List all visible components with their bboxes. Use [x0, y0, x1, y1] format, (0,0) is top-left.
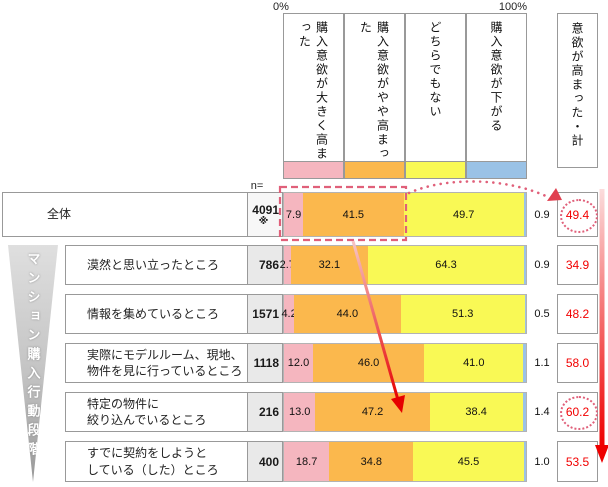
- blue-segment-value: 1.1: [534, 357, 550, 369]
- bar-segment-blue: [522, 393, 526, 431]
- bar-segment-pink: 12.0: [284, 344, 313, 382]
- purchase-stage-label: マンション購入行動段階: [25, 252, 41, 461]
- bar-segment-blue: [523, 246, 526, 284]
- total-value-box: 60.2: [557, 392, 598, 432]
- bar-segment-orange: 32.1: [290, 246, 369, 284]
- highlight-ellipse: [559, 396, 598, 430]
- bar-segment-blue: [523, 442, 526, 481]
- legend-column-neither: どちらでもない: [405, 13, 466, 162]
- stacked-bar: 2.7 32.1 64.3: [280, 245, 527, 285]
- n-note-asterisk: ※: [258, 215, 269, 227]
- bar-segment-orange: 47.2: [315, 393, 430, 431]
- legend-column-somewhat-increased: 購入意欲がやや高まった: [344, 13, 405, 162]
- blue-segment-value: 0.9: [534, 259, 550, 271]
- bar-segment-yellow: 41.0: [424, 344, 524, 382]
- legend-label: どちらでもない: [428, 21, 442, 119]
- legend-swatch-blue: [466, 161, 527, 179]
- legend-swatch-orange: [344, 161, 405, 179]
- legend-label: 購入意欲が大きく高まった: [297, 21, 329, 161]
- row-label: 実際にモデルルーム、現地、 物件を見に行っているところ: [65, 343, 248, 383]
- bar-segment-yellow: 64.3: [368, 246, 524, 284]
- bar-segment-yellow: 51.3: [400, 295, 525, 333]
- legend-column-greatly-increased: 購入意欲が大きく高まった: [283, 13, 344, 162]
- bar-segment-orange: 46.0: [313, 344, 425, 382]
- bar-segment-pink: 7.9: [284, 193, 304, 236]
- table-row-narrowing-down: 特定の物件に 絞り込んでいるところ 216 13.0 47.2 38.4 1.4…: [0, 392, 608, 432]
- stacked-bar: 4.2 44.0 51.3: [281, 294, 527, 334]
- row-n-value: 1118: [247, 343, 283, 383]
- bar-segment-yellow: 38.4: [429, 393, 523, 431]
- total-value-box: 48.2: [557, 294, 598, 334]
- total-value-box: 49.4: [557, 192, 598, 237]
- legend-label: 購入意欲がやや高まった: [358, 21, 390, 161]
- legend-column-decreased: 購入意欲が下がる: [466, 13, 527, 162]
- total-value-box: 58.0: [557, 343, 598, 383]
- row-label: 特定の物件に 絞り込んでいるところ: [65, 392, 248, 432]
- bar-segment-yellow: 45.5: [413, 442, 524, 481]
- table-row-contracting: すでに契約をしようと している（した）ところ 400 18.7 34.8 45.…: [0, 441, 608, 482]
- row-n-value: 1571: [247, 294, 283, 334]
- blue-segment-value: 1.0: [534, 455, 550, 468]
- bar-segment-blue: [523, 193, 526, 236]
- axis-100-percent-label: 100%: [498, 1, 527, 13]
- total-value-box: 53.5: [557, 441, 598, 482]
- blue-segment-value: 1.4: [534, 406, 550, 418]
- highlight-ellipse: [559, 198, 598, 233]
- stacked-bar: 18.7 34.8 45.5: [283, 441, 527, 482]
- blue-segment-value: 0.9: [534, 208, 550, 221]
- blue-segment-value: 0.5: [534, 308, 550, 320]
- table-row-gathering-info: 情報を集めているところ 1571 4.2 44.0 51.3 0.5 48.2: [0, 294, 608, 334]
- bar-segment-orange: 34.8: [329, 442, 414, 481]
- bar-segment-blue: [524, 295, 526, 333]
- bar-segment-pink: 13.0: [284, 393, 316, 431]
- bar-segment-orange: 41.5: [303, 193, 404, 236]
- table-row-vague-idea: 漠然と思い立ったところ 786 2.7 32.1 64.3 0.9 34.9: [0, 245, 608, 285]
- total-value-box: 34.9: [557, 245, 598, 285]
- total-column-header: 意欲が高まった・計: [557, 13, 598, 168]
- row-label: すでに契約をしようと している（した）ところ: [65, 441, 248, 482]
- legend-swatch-yellow: [405, 161, 466, 179]
- table-row-visiting-properties: 実際にモデルルーム、現地、 物件を見に行っているところ 1118 12.0 46…: [0, 343, 608, 383]
- bar-segment-pink: 4.2: [281, 295, 297, 333]
- stacked-bar: 12.0 46.0 41.0: [283, 343, 527, 383]
- row-n-value: 4091 ※: [247, 192, 283, 237]
- bar-segment-yellow: 49.7: [403, 193, 524, 236]
- row-n-value: 786: [247, 245, 283, 285]
- table-row-overall: 全体 4091 ※ 7.9 41.5 49.7 0.9 49.4: [0, 192, 608, 237]
- bar-segment-blue: [523, 344, 526, 382]
- row-n-value: 216: [247, 392, 283, 432]
- stacked-bar: 7.9 41.5 49.7: [283, 192, 527, 237]
- row-label: 全体: [2, 192, 248, 237]
- total-header-label: 意欲が高まった・計: [570, 22, 584, 148]
- bar-segment-pink: 18.7: [284, 442, 330, 481]
- n-column-header: n=: [250, 180, 264, 192]
- row-n-value: 400: [247, 441, 283, 482]
- stacked-bar: 13.0 47.2 38.4: [283, 392, 527, 432]
- legend-label: 購入意欲が下がる: [489, 21, 503, 133]
- legend-swatch-pink: [283, 161, 344, 179]
- bar-segment-orange: 44.0: [294, 295, 401, 333]
- row-label: 漠然と思い立ったところ: [65, 245, 248, 285]
- axis-0-percent-label: 0%: [273, 1, 289, 13]
- row-label: 情報を集めているところ: [65, 294, 248, 334]
